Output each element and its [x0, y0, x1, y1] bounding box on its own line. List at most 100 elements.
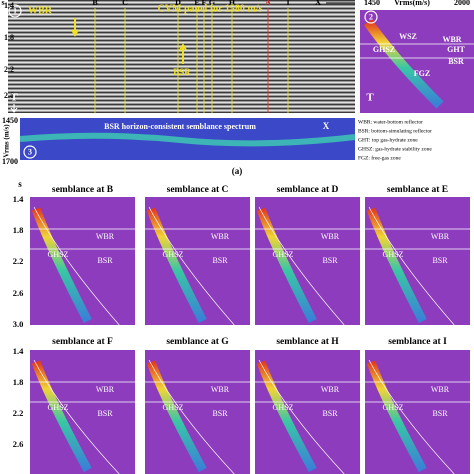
spectrum-band: [19, 132, 356, 147]
y-tick-label: 1.8: [13, 377, 24, 387]
caption: (a): [232, 166, 243, 176]
trace-letter: D: [175, 0, 181, 7]
y-tick-label: 1.8: [4, 33, 14, 42]
zone-label: GHT: [447, 45, 465, 54]
trace-letter: E: [194, 0, 199, 7]
velocity-curve: [148, 359, 235, 474]
semblance-streak: [256, 207, 317, 324]
panel-title: semblance at I: [388, 337, 447, 347]
semblance-streak: [256, 360, 317, 473]
zone-label: GHSZ: [163, 250, 184, 259]
wbr-label: WBR: [28, 5, 53, 16]
unit: s: [1, 0, 4, 7]
semblance-streak: [146, 207, 207, 324]
y-tick-label: 1.8: [13, 225, 24, 235]
zone-label: BSR: [448, 57, 464, 66]
arrow: [179, 43, 187, 64]
trace-letter: B: [92, 0, 98, 7]
axis-max: 1700: [2, 157, 18, 166]
zone-label: BSR: [432, 409, 448, 418]
y-tick-label: 1.4: [13, 194, 24, 204]
zone-label: BSR: [97, 409, 113, 418]
trace-letter: H: [229, 0, 236, 7]
y-tick-label: 3.0: [13, 319, 24, 329]
semblance-streak: [363, 19, 444, 109]
semblance-panel: [360, 10, 474, 113]
zone-label: GHSZ: [373, 45, 395, 54]
zone-label: GHSZ: [273, 250, 294, 259]
zone-label: WBR: [96, 385, 115, 394]
zone-label: GHSZ: [383, 403, 404, 412]
trace-letter: G: [209, 0, 215, 7]
velocity-curve: [33, 359, 120, 474]
legend-entry: GHSZ: gas-hydrate stability zone: [358, 146, 432, 152]
zone-label: GHSZ: [163, 403, 184, 412]
y-tick-label: 1.4: [13, 346, 24, 356]
zone-label: BSR: [322, 256, 338, 265]
semblance-streak: [31, 207, 92, 324]
zone-label: BSR: [212, 409, 228, 418]
axis-min: 1450: [2, 116, 18, 125]
semblance-streak: [31, 360, 92, 473]
trace-letter: F: [202, 0, 207, 7]
legend-entry: BSR: bottom-simulating reflector: [358, 127, 432, 134]
y-tick-label: 2.6: [4, 91, 14, 100]
zone-label: GHSZ: [273, 403, 294, 412]
y-tick-label: 2.6: [13, 288, 24, 298]
time-arrow: T: [10, 92, 18, 104]
panel-badge: [364, 10, 378, 24]
zone-label: WSZ: [399, 32, 417, 41]
seismic-section: [8, 0, 355, 113]
panel-number: 3: [28, 147, 32, 156]
semblance-streak: [146, 360, 207, 473]
zone-label: GHSZ: [383, 250, 404, 259]
panel-title: semblance at G: [166, 337, 229, 347]
arrow: [10, 104, 18, 113]
velocity-curve: [148, 206, 235, 326]
semblance-streak: [366, 360, 427, 473]
y-tick-label: 2.2: [13, 408, 24, 418]
zone-label: BSR: [432, 256, 448, 265]
velocity-curve: [258, 206, 345, 326]
zone-label: WBR: [431, 232, 450, 241]
panel-title: BSR horizon-consistent semblance spectru…: [104, 122, 256, 131]
zone-label: WBR: [211, 385, 230, 394]
zone-label: WBR: [211, 232, 230, 241]
trace-letter: I: [286, 0, 289, 7]
zone-label: WBR: [431, 385, 450, 394]
zone-label: GHSZ: [48, 403, 69, 412]
velocity-curve: [33, 206, 120, 326]
zone-label: FGZ: [414, 69, 430, 78]
axis-label: Vrms(m/s): [394, 0, 430, 7]
arrow: [71, 18, 79, 37]
zone-label: WBR: [321, 232, 340, 241]
y-tick-label: 2.6: [13, 439, 24, 449]
panel-badge: [23, 145, 37, 159]
x-arrow-label: X: [315, 0, 322, 7]
panel-title: semblance at E: [387, 185, 448, 195]
y-tick-label: 2.2: [13, 256, 24, 266]
panel-title: CVM panel for 1580 m/s: [158, 3, 263, 14]
semblance-streak: [366, 207, 427, 324]
legend-entry: WBR: water-bottom reflector: [358, 118, 423, 125]
trace-letter: A: [265, 0, 271, 7]
trace-letter: C: [122, 0, 128, 7]
legend-entry: GHT: top gas-hydrate zone: [358, 137, 418, 143]
y-tick-label: 2.2: [4, 65, 14, 74]
panel-badge: [8, 4, 22, 18]
y-tick-label: 1.4: [4, 1, 14, 10]
velocity-curve: [368, 206, 455, 326]
panel-title: semblance at C: [167, 185, 229, 195]
time-arrow: T: [366, 92, 374, 104]
axis-label: Vrms (m/s): [3, 124, 11, 158]
zone-label: WBR: [442, 35, 461, 44]
bsr-label: BSR: [173, 67, 191, 77]
x-arrow-label: X: [323, 121, 330, 131]
zone-label: BSR: [322, 409, 338, 418]
axis-min: 1450: [364, 0, 380, 7]
zone-label: BSR: [212, 256, 228, 265]
zone-label: WBR: [96, 232, 115, 241]
zone-label: GHSZ: [48, 250, 69, 259]
panel-number: 1: [13, 6, 17, 15]
